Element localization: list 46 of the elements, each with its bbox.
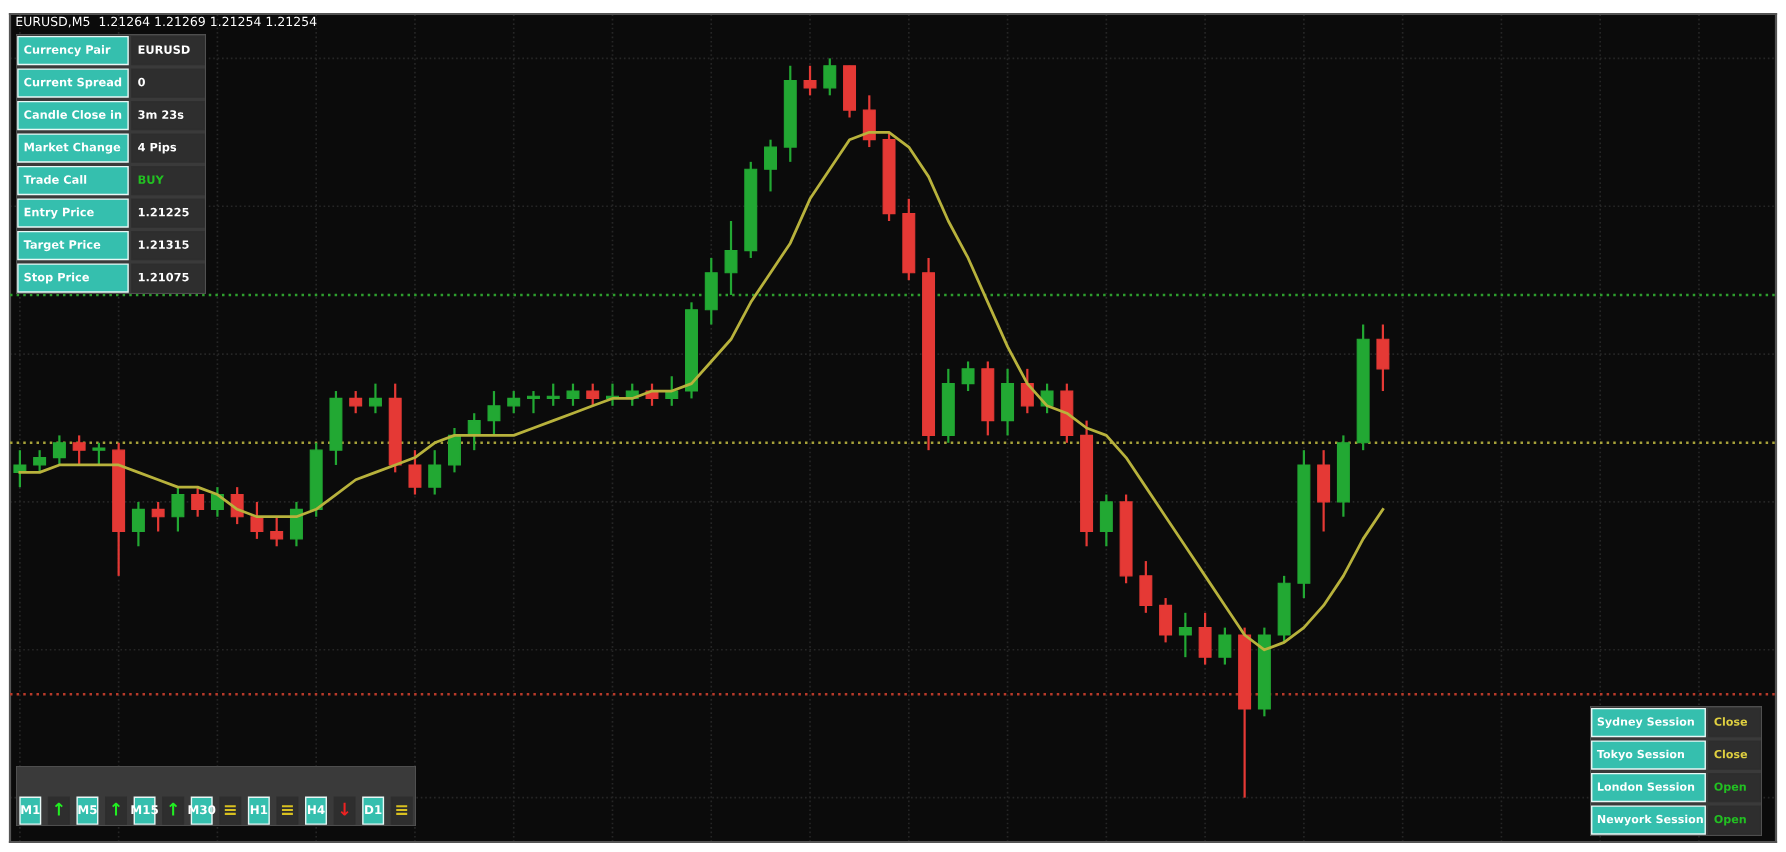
candlestick [862,94,876,149]
candlestick [92,441,106,467]
candlestick [1317,449,1331,533]
candlestick [131,500,145,548]
candlestick [1178,611,1192,659]
candlestick [171,486,185,533]
candlestick [843,64,857,119]
candlestick [507,389,521,415]
candlestick [270,515,284,548]
candlestick [52,434,66,467]
text: ≡ [396,805,408,815]
candlestick [1218,626,1232,666]
candlestick [368,382,382,415]
candlestick [803,64,817,97]
text: ↑ [169,802,178,816]
candlestick [566,382,580,407]
candlestick [1198,611,1212,666]
text: ≡ [281,805,293,815]
candlestick [349,389,363,415]
candlestick [13,449,27,489]
candlestick [447,426,461,474]
candlestick [764,138,778,193]
candlestick [586,382,600,407]
candlestick [546,382,560,407]
text: ↑ [54,802,63,816]
candlestick [1376,323,1390,393]
candlestick [72,434,86,467]
candlestick [961,360,975,393]
candlestick [1060,382,1074,444]
candlestick [823,57,837,97]
candlestick [1159,596,1173,644]
text: ↑ [112,802,120,816]
candlestick [250,500,264,540]
text: ≡ [224,805,236,815]
candlestick [289,500,303,548]
candlestick [191,486,205,518]
candlestick [428,449,442,496]
candlestick [151,500,165,533]
candlestick [526,389,540,415]
candlestick [1001,367,1015,437]
candlestick [1139,559,1153,614]
candlestick [1099,493,1113,548]
text: ↓ [340,802,349,816]
candlestick [487,389,501,437]
candlestick [408,449,422,496]
candlestick [33,449,47,474]
